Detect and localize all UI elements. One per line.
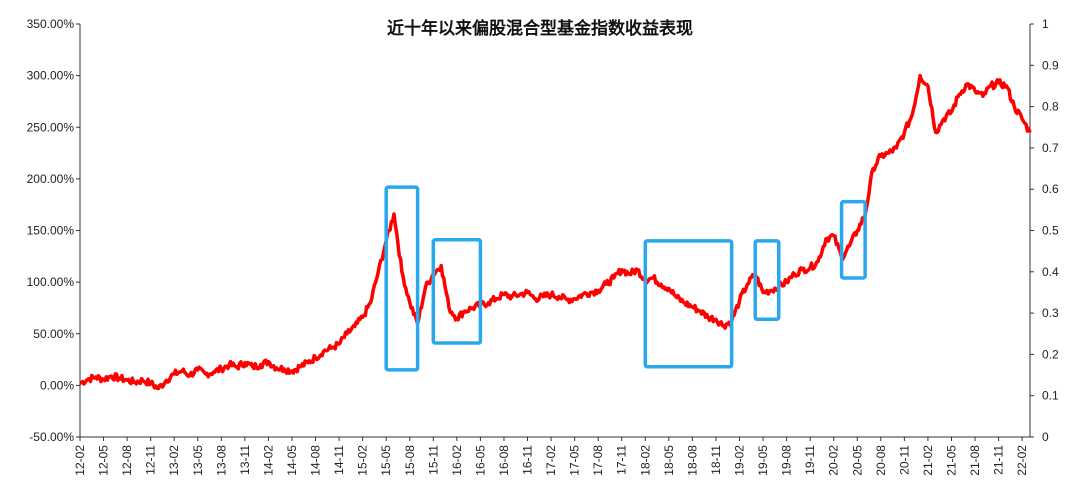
x-tick-label: 16-05 [473, 445, 487, 476]
x-tick-label: 21-02 [921, 445, 935, 476]
x-tick-label: 15-11 [426, 445, 440, 475]
x-tick-label: 21-05 [944, 445, 958, 476]
x-tick-label: 16-11 [521, 445, 535, 475]
x-tick-label: 13-05 [191, 445, 205, 476]
x-tick-label: 14-02 [261, 445, 275, 476]
y-left-tick-label: 250.00% [27, 120, 75, 134]
x-tick-label: 18-05 [662, 445, 676, 476]
x-tick-label: 18-08 [685, 445, 699, 476]
x-tick-label: 13-11 [238, 445, 252, 475]
y-right-tick-label: 1 [1042, 17, 1049, 31]
y-left-tick-label: -50.00% [29, 430, 74, 444]
axes: 350.00%300.00%250.00%200.00%150.00%100.0… [27, 17, 1059, 476]
x-tick-label: 17-02 [544, 445, 558, 476]
x-tick-label: 12-02 [73, 445, 87, 476]
x-tick-label: 12-05 [97, 445, 111, 476]
x-tick-label: 18-02 [638, 445, 652, 476]
highlight-box [431, 238, 483, 345]
x-tick-label: 22-02 [1015, 445, 1029, 476]
highlight-box [753, 239, 781, 322]
x-tick-label: 14-05 [285, 445, 299, 476]
highlight-box [839, 199, 867, 280]
y-right-tick-label: 0.1 [1042, 389, 1059, 403]
y-left-tick-label: 200.00% [27, 172, 75, 186]
y-left-tick-label: 300.00% [27, 69, 75, 83]
x-tick-label: 20-05 [850, 445, 864, 476]
x-tick-label: 20-11 [897, 445, 911, 475]
x-tick-label: 15-05 [379, 445, 393, 476]
x-tick-label: 15-08 [403, 445, 417, 476]
x-tick-label: 17-08 [591, 445, 605, 476]
x-tick-label: 12-11 [144, 445, 158, 475]
y-left-tick-label: 350.00% [27, 17, 75, 31]
x-tick-label: 19-02 [733, 445, 747, 476]
x-tick-label: 18-11 [709, 445, 723, 475]
y-right-tick-label: 0.5 [1042, 224, 1059, 238]
y-right-tick-label: 0.3 [1042, 306, 1059, 320]
x-tick-label: 15-02 [356, 445, 370, 476]
y-right-tick-label: 0.8 [1042, 100, 1059, 114]
x-tick-label: 16-08 [497, 445, 511, 476]
highlight-box [643, 239, 734, 369]
y-right-tick-label: 0 [1042, 430, 1049, 444]
y-right-tick-label: 0.2 [1042, 347, 1059, 361]
x-tick-label: 12-08 [120, 445, 134, 476]
x-tick-label: 20-02 [827, 445, 841, 476]
x-tick-label: 20-08 [874, 445, 888, 476]
y-left-tick-label: 150.00% [27, 224, 75, 238]
x-tick-label: 19-05 [756, 445, 770, 476]
chart-title: 近十年以来偏股混合型基金指数收益表现 [387, 18, 693, 39]
y-left-tick-label: 100.00% [27, 275, 75, 289]
y-left-tick-label: 50.00% [33, 327, 74, 341]
x-tick-label: 21-11 [992, 445, 1006, 475]
y-right-tick-label: 0.7 [1042, 141, 1059, 155]
y-right-tick-label: 0.4 [1042, 265, 1059, 279]
x-tick-label: 16-02 [450, 445, 464, 476]
x-tick-label: 19-11 [803, 445, 817, 475]
highlight-box [384, 185, 420, 372]
x-tick-label: 17-11 [615, 445, 629, 475]
x-tick-label: 21-08 [968, 445, 982, 476]
y-left-tick-label: 0.00% [40, 378, 74, 392]
series-line [79, 73, 1032, 391]
y-right-tick-label: 0.6 [1042, 182, 1059, 196]
x-tick-label: 13-08 [214, 445, 228, 476]
y-right-tick-label: 0.9 [1042, 58, 1059, 72]
x-tick-label: 19-08 [780, 445, 794, 476]
highlight-boxes [384, 185, 867, 372]
series-layer [79, 73, 1032, 391]
x-tick-label: 17-05 [568, 445, 582, 476]
x-tick-label: 14-11 [332, 445, 346, 475]
x-tick-label: 14-08 [309, 445, 323, 476]
x-tick-label: 13-02 [167, 445, 181, 476]
